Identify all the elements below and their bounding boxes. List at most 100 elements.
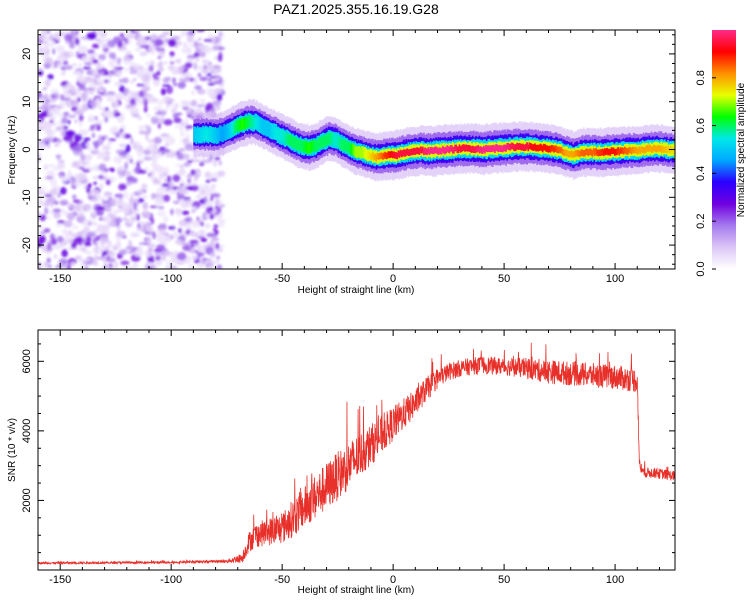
spectrogram-noise-blob [132, 77, 137, 81]
spectrogram-noise-blob [81, 55, 88, 63]
spectrogram-noise-blob [201, 59, 209, 65]
spectrogram-noise-blob [214, 76, 220, 82]
spectrogram-noise-blob [78, 247, 83, 251]
spectrogram-noise-blob [170, 208, 174, 216]
spectrogram-ridge-cell [201, 132, 203, 139]
spectrogram-noise-blob [157, 56, 162, 59]
spectrogram-ridge-cell [642, 147, 645, 154]
spectrogram-noise-blob [97, 87, 105, 93]
spectrogram-ridge-cell [292, 139, 294, 146]
spectrogram-noise-blob [92, 247, 103, 254]
spectrogram-noise-blob [172, 77, 176, 83]
spectrogram-noise-blob [195, 195, 203, 199]
spectrogram-noise-blob [188, 186, 193, 191]
spectrogram-noise-blob [210, 239, 215, 248]
spectrogram-noise-blob [181, 121, 185, 128]
spectrogram-ridge-cell [195, 133, 198, 140]
spectrogram-noise-blob [150, 218, 155, 225]
spectrogram-noise-blob [189, 231, 198, 237]
spectrogram-noise-blob [159, 223, 167, 229]
spectrogram-noise-blob [182, 42, 188, 47]
snr-x-tick-label: -150 [49, 574, 71, 586]
spectrogram-ridge-cell [579, 150, 582, 157]
spectrogram-noise-blob [142, 97, 146, 105]
spectrogram-noise-blob [48, 98, 57, 103]
spectrogram-noise-blob [179, 132, 186, 137]
spectrogram-noise-blob [106, 114, 115, 119]
spectrogram-noise-blob [72, 199, 81, 204]
spectrogram-ridge-cell [481, 147, 484, 154]
spectrogram-noise-blob [109, 127, 119, 133]
spectrogram-ridge-cell [298, 141, 301, 148]
spectrogram-noise-blob [104, 79, 108, 84]
spectrogram-ridge-cell [281, 133, 283, 140]
spectrogram-ridge-cell [337, 138, 340, 145]
spectrogram-noise-blob [98, 58, 102, 66]
spectrogram-noise-blob [143, 149, 151, 156]
spectrogram-ridge-peak [602, 150, 610, 154]
spectrogram-ridge-cell [263, 123, 265, 130]
spectrogram-noise-blob [148, 261, 152, 268]
colorbar-label: Normalized spectral amplitude [736, 82, 747, 217]
spectrogram-noise-blob [106, 257, 116, 263]
spectrogram-noise-blob [205, 200, 214, 208]
spectrogram-ridge-cell [377, 153, 380, 160]
spectrogram-ridge-cell [193, 131, 196, 138]
spectrogram-noise-blob [130, 232, 140, 238]
spectrogram-noise-blob [129, 66, 134, 70]
spectrogram-noise-blob [152, 78, 161, 87]
spectrogram-noise-blob [103, 51, 109, 55]
spectrogram-noise-blob [191, 206, 197, 210]
colorbar-bar [712, 30, 736, 269]
spectrogram-noise-blob [199, 162, 205, 166]
spectrogram-noise-blob [86, 231, 97, 238]
spectrogram-noise-blob [87, 49, 95, 54]
spectrogram-noise-blob [72, 233, 82, 237]
spectrogram-ridge-cell [275, 129, 278, 136]
spectrogram-ridge-cell [287, 135, 290, 142]
spectrogram-ridge-cell [357, 148, 360, 155]
spectrogram-ridge-cell [527, 144, 530, 152]
spectrogram-noise-blob [169, 61, 175, 65]
spectrogram-noise-blob [152, 72, 159, 78]
spectrogram-noise-blob [190, 249, 196, 253]
spectrogram-ridge-peak [443, 148, 450, 151]
spectrogram-noise-blob [153, 77, 160, 81]
spectrogram-noise-blob [43, 93, 49, 101]
spectrogram-ridge-cell [635, 146, 637, 154]
spectrogram-ridge-cell [455, 144, 457, 152]
spectrogram-noise-blob [161, 183, 170, 187]
spectrogram-ridge-cell [428, 148, 431, 155]
spectrogram-ridge-cell [375, 155, 378, 162]
spectrogram-ridge-cell [224, 128, 227, 135]
spectrogram-noise-blob [172, 113, 180, 120]
spectrogram-noise-blob [108, 60, 115, 68]
spectrogram-noise-blob [67, 238, 74, 244]
spectrogram-noise-blob [66, 83, 72, 89]
spectrogram-noise-blob [47, 110, 51, 116]
spectrogram-noise-blob [70, 261, 76, 266]
spectrogram-noise-blob [191, 89, 196, 96]
spectrogram-noise-blob [122, 56, 132, 62]
spectrogram-noise-blob [106, 91, 116, 96]
spectrogram-noise-blob [91, 132, 96, 138]
spectrogram-noise-blob [216, 264, 223, 269]
spectrogram-noise-blob [154, 111, 163, 115]
spectrogram-ridge-cell [254, 119, 257, 126]
spectrogram-noise-blob [50, 88, 59, 93]
spectrogram-ridge-peak [463, 147, 470, 150]
spectrogram-ridge-cell [226, 128, 229, 135]
spectrogram-noise-blob [154, 47, 165, 51]
spectrogram-noise-blob [139, 125, 145, 130]
colorbar-tick-label: 0.4 [695, 166, 707, 181]
spectrogram-noise-blob [72, 237, 82, 245]
spectrogram-noise-blob [157, 169, 163, 174]
spectrogram-noise-blob [89, 80, 95, 90]
spectrogram-noise-blob [158, 172, 165, 179]
spectrogram-ridge-cell [311, 143, 313, 150]
spectrogram-ridge-cell [235, 123, 238, 130]
spectrogram-noise-blob [38, 261, 42, 269]
spectrogram-noise-blob [207, 82, 215, 86]
spectrogram-ridge-peak [429, 149, 437, 153]
spectrogram-ridge-cell [350, 146, 353, 153]
